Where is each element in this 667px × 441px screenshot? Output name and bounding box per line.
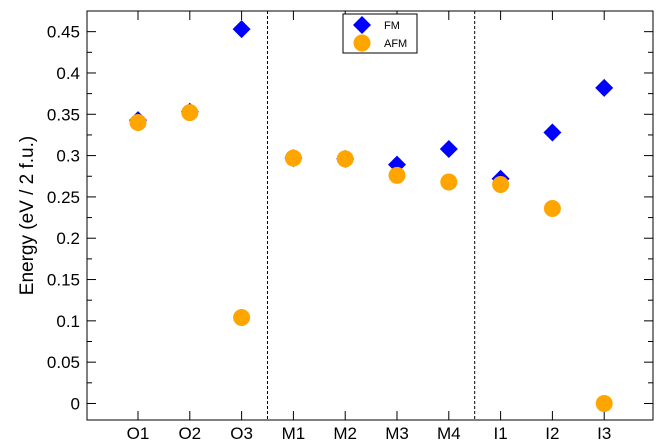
group-separators <box>267 11 476 420</box>
x-axis: O1 O2 O3 M1 M2 M3 M4 I1 I2 I3 <box>127 11 611 441</box>
afm-point <box>388 166 406 184</box>
y-tick-label: 0.1 <box>56 312 80 331</box>
x-tick-label: I1 <box>494 424 508 441</box>
legend-fm-label: FM <box>384 20 400 32</box>
afm-point <box>492 176 510 194</box>
x-tick-label: I3 <box>597 424 611 441</box>
x-tick-label: O2 <box>178 424 201 441</box>
x-tick-label: O1 <box>127 424 150 441</box>
y-tick-label: 0.05 <box>47 353 80 372</box>
afm-point <box>595 394 613 412</box>
legend-afm-label: AFM <box>384 38 407 50</box>
x-tick-label: I2 <box>545 424 559 441</box>
y-tick-label: 0 <box>71 394 80 413</box>
x-tick-label: O3 <box>230 424 253 441</box>
y-tick-label: 0.2 <box>56 229 80 248</box>
afm-point <box>233 309 251 327</box>
afm-point <box>336 150 354 168</box>
y-axis-title: Energy (eV / 2 f.u.) <box>17 136 38 295</box>
afm-point <box>181 104 199 122</box>
x-tick-label: M4 <box>437 424 461 441</box>
fm-point <box>595 78 614 97</box>
afm-point <box>440 173 458 191</box>
x-tick-label: M2 <box>333 424 357 441</box>
afm-point <box>543 199 561 217</box>
afm-point <box>129 114 147 132</box>
y-tick-label: 0.15 <box>47 271 80 290</box>
afm-point <box>284 149 302 167</box>
fm-point <box>232 20 251 39</box>
y-axis: 0 0.05 0.1 0.15 0.2 0.25 0.3 0.35 0.4 0.45 <box>47 10 653 413</box>
legend: FM AFM <box>342 13 418 54</box>
x-tick-label: M3 <box>385 424 409 441</box>
legend-items: FM AFM <box>353 16 407 52</box>
y-tick-label: 0.45 <box>47 23 80 42</box>
fm-point <box>543 123 562 142</box>
legend-fm-marker <box>353 16 371 34</box>
y-tick-label: 0.35 <box>47 105 80 124</box>
y-tick-label: 0.25 <box>47 188 80 207</box>
y-tick-label: 0.3 <box>56 147 80 166</box>
y-tick-label: 0.4 <box>56 64 80 83</box>
plot-frame <box>86 10 654 421</box>
legend-afm-marker <box>353 34 371 52</box>
x-tick-label: M1 <box>282 424 306 441</box>
data-points <box>129 20 614 412</box>
fm-point <box>439 139 458 158</box>
